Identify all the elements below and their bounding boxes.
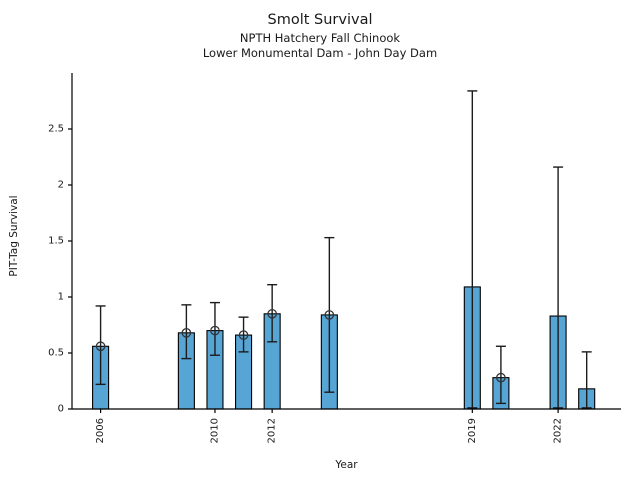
x-tick-label-2019: 2019 (467, 418, 478, 443)
x-tick-label-2012: 2012 (267, 418, 278, 443)
chart-subtitle-line2: Lower Monumental Dam - John Day Dam (202, 46, 438, 60)
point-marker-2009 (181, 327, 192, 338)
x-tick-label-2006: 2006 (95, 418, 106, 443)
point-marker-2011 (238, 330, 249, 340)
x-tick-label-2010: 2010 (209, 418, 220, 443)
point-marker-2020 (496, 372, 506, 383)
y-tick-label-1.5: 1.5 (48, 236, 64, 247)
y-tick-label-0.5: 0.5 (48, 348, 64, 359)
x-axis-label: Year (335, 459, 358, 471)
chart-subtitle-line1: NPTH Hatchery Fall Chinook (239, 31, 401, 45)
y-tick-label-2.5: 2.5 (48, 124, 64, 135)
point-marker-2012 (267, 308, 278, 319)
x-tick-label-2022: 2022 (553, 418, 564, 443)
y-tick-label-0: 0 (58, 404, 64, 415)
point-marker-2010 (210, 325, 220, 336)
chart-title: Smolt Survival (267, 12, 373, 28)
y-tick-label-2: 2 (58, 180, 64, 191)
point-marker-2006 (95, 341, 106, 352)
point-marker-2014 (324, 310, 335, 320)
y-tick-label-1: 1 (58, 292, 64, 303)
